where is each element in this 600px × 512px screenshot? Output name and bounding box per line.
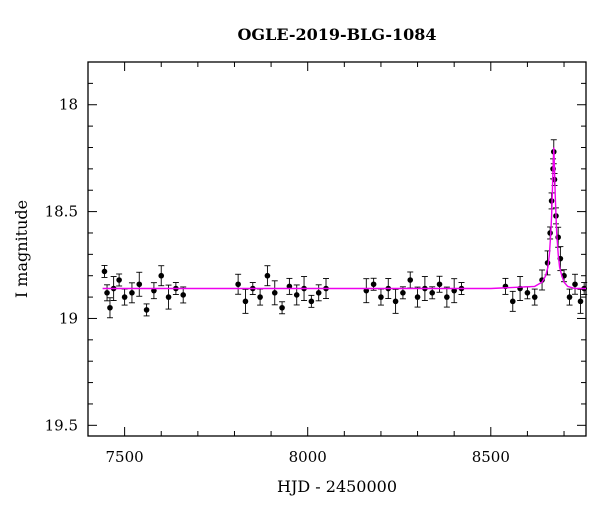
data-point — [180, 292, 187, 298]
data-points — [101, 139, 588, 319]
data-point — [235, 281, 241, 288]
data-point — [121, 294, 128, 300]
data-point — [151, 287, 157, 294]
x-tick-label: 8000 — [289, 448, 327, 466]
data-point — [101, 268, 108, 275]
data-point — [531, 294, 538, 300]
x-axis-label: HJD - 2450000 — [277, 477, 397, 496]
data-point — [158, 272, 165, 279]
data-point — [242, 298, 249, 305]
data-point — [400, 290, 406, 296]
data-point — [136, 281, 143, 288]
data-point — [129, 290, 135, 296]
data-point — [572, 281, 578, 288]
data-point — [392, 298, 399, 305]
data-point — [107, 304, 113, 311]
y-tick-label: 19.5 — [45, 416, 78, 434]
y-tick-label: 19 — [59, 309, 78, 327]
y-tick-label: 18 — [59, 96, 78, 114]
axis-tick-labels: 7500 8000 8500 18 18.5 19 19.5 — [45, 96, 510, 466]
data-point — [104, 290, 110, 296]
data-point — [308, 298, 315, 305]
data-point — [293, 292, 300, 298]
data-point — [315, 290, 322, 296]
data-point — [407, 277, 414, 283]
data-point — [444, 294, 450, 300]
x-tick-label: 7500 — [106, 448, 144, 466]
data-point — [143, 307, 150, 313]
y-axis-label: I magnitude — [12, 200, 31, 298]
data-point — [264, 272, 271, 279]
data-point — [378, 294, 384, 300]
data-point — [577, 298, 584, 305]
y-tick-label: 18.5 — [45, 203, 78, 221]
model-curve — [102, 147, 586, 290]
data-point — [429, 290, 436, 296]
data-point — [279, 304, 285, 311]
data-point — [257, 294, 263, 300]
data-point — [451, 287, 457, 294]
axis-ticks — [88, 61, 586, 436]
data-point — [370, 281, 377, 288]
data-point — [363, 287, 370, 294]
data-point — [271, 290, 278, 296]
data-point — [165, 294, 172, 300]
data-point — [509, 298, 516, 305]
data-point — [524, 290, 531, 296]
data-point — [566, 294, 573, 300]
plot-frame — [87, 61, 587, 437]
data-point — [414, 294, 421, 300]
data-point — [116, 277, 122, 283]
x-tick-label: 8500 — [472, 448, 510, 466]
data-point — [436, 281, 443, 288]
chart-title: OGLE-2019-BLG-1084 — [237, 25, 436, 44]
